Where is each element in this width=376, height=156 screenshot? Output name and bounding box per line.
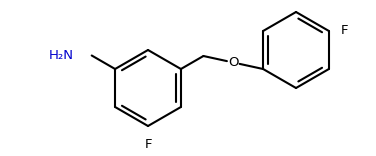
Text: F: F <box>341 24 349 37</box>
Text: F: F <box>145 138 153 151</box>
Text: O: O <box>228 56 238 69</box>
Text: H₂N: H₂N <box>49 49 74 62</box>
